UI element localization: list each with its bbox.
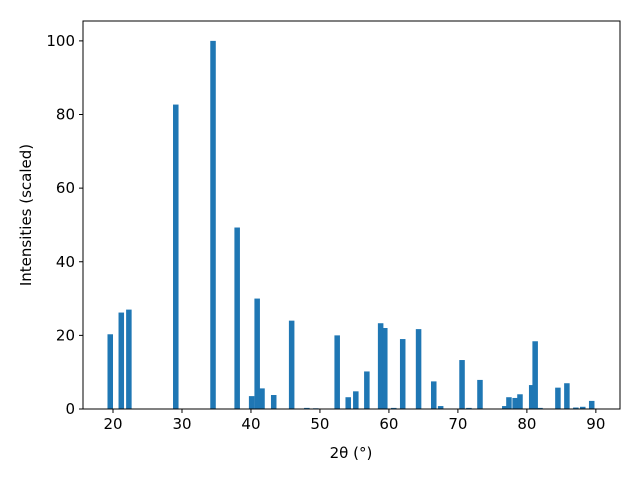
bar (377, 323, 384, 409)
x-tick-label: 50 (310, 415, 329, 433)
bar (304, 407, 310, 409)
bar (437, 406, 444, 409)
x-tick-label: 20 (103, 415, 122, 433)
bar (382, 328, 388, 409)
bar (399, 339, 406, 409)
bar (477, 379, 483, 409)
y-tick-label: 100 (46, 32, 75, 50)
bar (430, 381, 437, 409)
bar (334, 335, 340, 409)
bar (532, 341, 538, 409)
bar (573, 407, 579, 409)
bar (254, 298, 260, 409)
bar (528, 385, 535, 409)
bar (259, 388, 265, 409)
bar (466, 407, 472, 409)
y-tick-label: 0 (65, 400, 75, 418)
bar (588, 400, 595, 409)
y-axis-label: Intensities (scaled) (17, 144, 35, 286)
bar (353, 391, 359, 409)
bar (173, 104, 179, 409)
y-tick-label: 40 (56, 253, 75, 271)
bar (270, 395, 277, 409)
x-tick-label: 60 (379, 415, 398, 433)
bar (390, 407, 397, 409)
x-tick-label: 30 (172, 415, 191, 433)
bar (345, 397, 351, 409)
axes-frame (82, 20, 621, 410)
x-tick-label: 90 (586, 415, 605, 433)
bar (506, 397, 512, 409)
bar (502, 406, 508, 409)
x-axis-label: 2θ (°) (330, 444, 373, 462)
bar (512, 397, 518, 409)
bar (288, 320, 295, 409)
bar (537, 407, 543, 409)
bar (564, 383, 570, 409)
bar (118, 312, 125, 409)
bar (579, 406, 586, 409)
bar (364, 371, 370, 409)
bar (517, 394, 523, 409)
bar (555, 387, 561, 409)
bar (415, 329, 422, 409)
x-tick-label: 70 (448, 415, 467, 433)
x-tick-label: 40 (241, 415, 260, 433)
bar (107, 334, 114, 409)
x-tick-label: 80 (517, 415, 536, 433)
y-tick-label: 20 (56, 326, 75, 344)
y-tick-label: 80 (56, 106, 75, 124)
bar (210, 40, 216, 409)
y-tick-label: 60 (56, 179, 75, 197)
bar (248, 396, 255, 409)
bar (126, 309, 132, 409)
bar (459, 360, 465, 409)
bar (234, 227, 240, 409)
